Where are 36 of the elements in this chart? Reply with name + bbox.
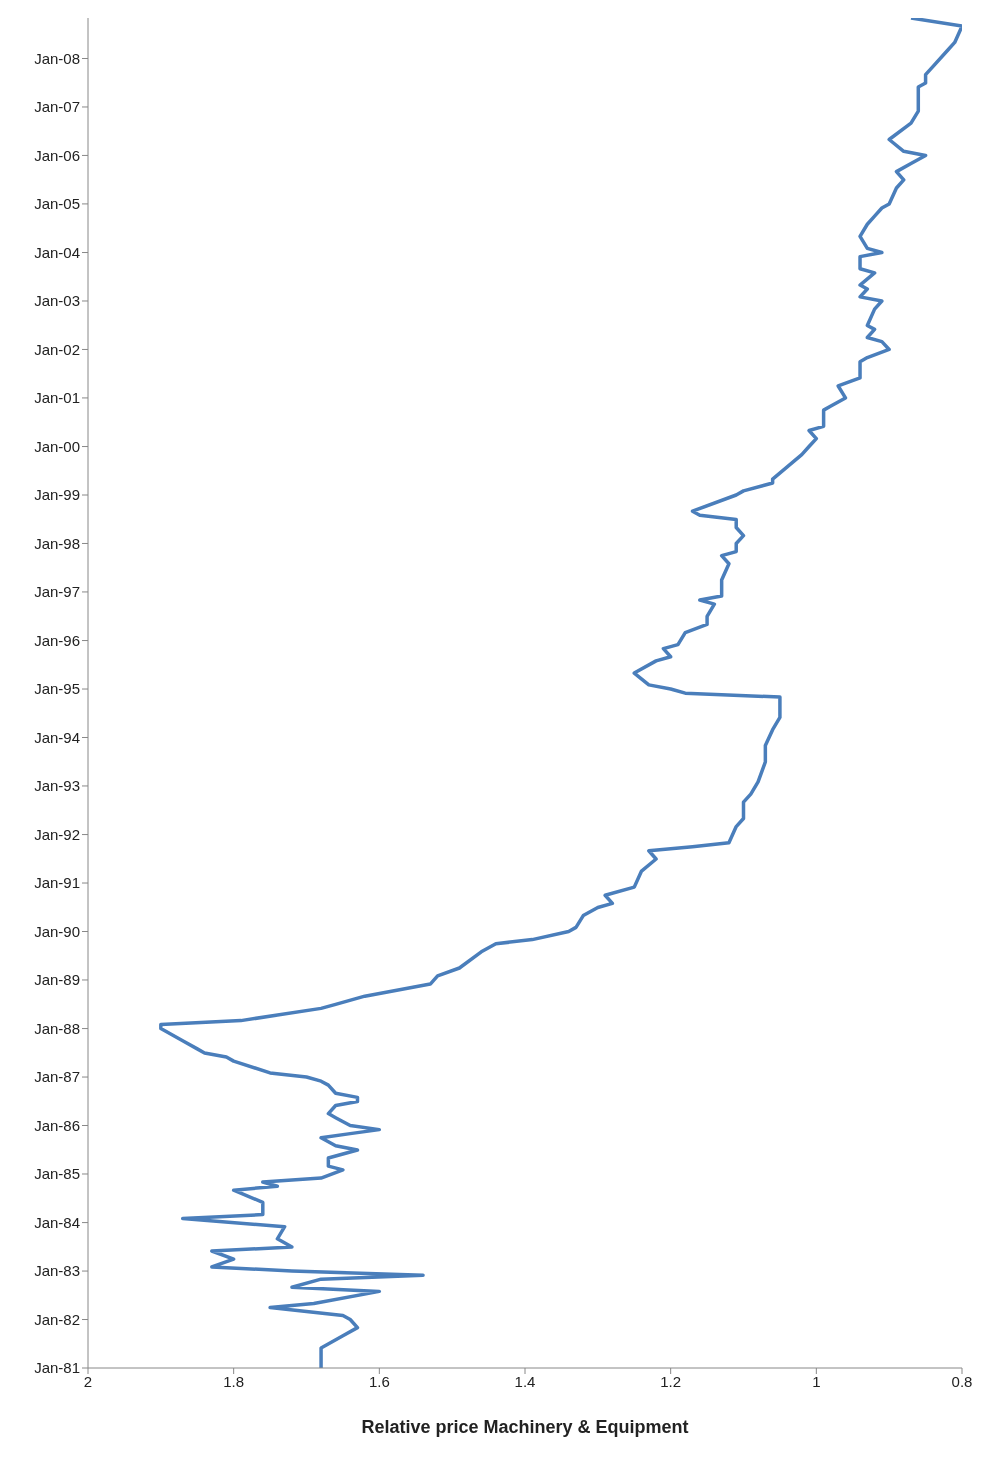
y-tick-label: Jan-86 <box>34 1116 80 1134</box>
y-tick-label: Jan-91 <box>34 874 80 892</box>
y-tick-label: Jan-90 <box>34 922 80 940</box>
y-tick-label: Jan-92 <box>34 825 80 843</box>
x-tick-label: 1.4 <box>514 1372 536 1390</box>
x-tick-label: 1 <box>812 1372 821 1390</box>
y-tick-label: Jan-08 <box>34 49 80 67</box>
y-tick-label: Jan-88 <box>34 1019 80 1037</box>
y-tick-label: Jan-87 <box>34 1068 80 1086</box>
y-tick-label: Jan-83 <box>34 1262 80 1280</box>
y-tick-label: Jan-04 <box>34 243 80 261</box>
x-tick-label: 1.2 <box>660 1372 682 1390</box>
y-tick-label: Jan-02 <box>34 340 80 358</box>
y-tick-label: Jan-05 <box>34 195 80 213</box>
y-tick-label: Jan-89 <box>34 971 80 989</box>
y-tick-label: Jan-00 <box>34 437 80 455</box>
y-tick-label: Jan-96 <box>34 631 80 649</box>
y-tick-label: Jan-97 <box>34 583 80 601</box>
y-tick-label: Jan-06 <box>34 146 80 164</box>
x-tick-label: 1.6 <box>368 1372 390 1390</box>
y-tick-label: Jan-93 <box>34 777 80 795</box>
y-tick-label: Jan-07 <box>34 98 80 116</box>
x-tick-label: 0.8 <box>951 1372 973 1390</box>
x-tick-label: 2 <box>83 1372 93 1390</box>
x-axis-title: Relative price Machinery & Equipment <box>361 1417 689 1437</box>
y-tick-label: Jan-99 <box>34 486 80 504</box>
y-tick-label: Jan-01 <box>34 389 80 407</box>
y-tick-label: Jan-81 <box>34 1359 80 1377</box>
y-tick-label: Jan-03 <box>34 292 80 310</box>
y-tick-label: Jan-95 <box>34 680 80 698</box>
y-tick-label: Jan-94 <box>34 728 80 746</box>
x-tick-label: 1.8 <box>223 1372 245 1390</box>
y-tick-label: Jan-98 <box>34 534 80 552</box>
y-tick-label: Jan-85 <box>34 1165 80 1183</box>
y-tick-label: Jan-84 <box>34 1213 80 1231</box>
y-tick-label: Jan-82 <box>34 1310 80 1328</box>
